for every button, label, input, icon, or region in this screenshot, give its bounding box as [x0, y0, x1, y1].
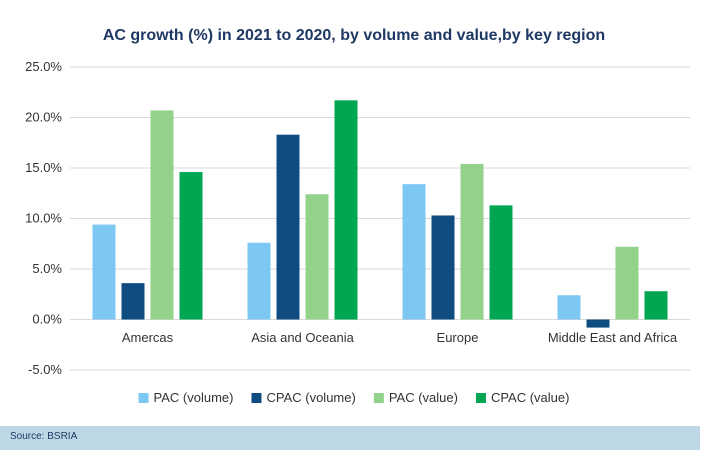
bar-cpac-value-middle-east-and-africa	[644, 291, 668, 320]
legend-item: PAC (volume)	[138, 390, 234, 405]
x-category-label: Amercas	[122, 330, 174, 345]
legend: PAC (volume) CPAC (volume) PAC (value) CPAC…	[138, 390, 570, 405]
chart-title: AC growth (%) in 2021 to 2020, by volume…	[103, 27, 605, 44]
legend-label: PAC (value)	[389, 390, 458, 405]
bar-cpac-volume-europe	[431, 215, 455, 320]
bar-pac-volume-europe	[402, 184, 426, 320]
bar-pac-volume-middle-east-and-africa	[557, 295, 581, 320]
bar-cpac-value-asia-and-oceania	[334, 100, 358, 320]
y-tick-label: 25.0%	[25, 59, 62, 74]
bar-cpac-volume-middle-east-and-africa	[586, 319, 610, 328]
legend-swatch	[138, 393, 149, 403]
legend-swatch	[251, 393, 262, 403]
y-axis-ticks: 25.0% 20.0% 15.0% 10.0% 5.0% 0.0% -5.0%	[25, 59, 62, 377]
legend-swatch	[475, 393, 486, 403]
bar-pac-value-asia-and-oceania	[305, 194, 329, 320]
legend-item: CPAC (volume)	[251, 390, 356, 405]
y-tick-label: 15.0%	[25, 160, 62, 175]
source-text: Source: BSRIA	[10, 431, 78, 442]
legend-label: CPAC (value)	[491, 390, 570, 405]
x-category-label: Middle East and Africa	[548, 330, 678, 345]
bar-cpac-value-europe	[489, 205, 513, 320]
y-tick-label: -5.0%	[28, 362, 62, 377]
bars	[92, 100, 668, 328]
legend-item: PAC (value)	[373, 390, 458, 405]
bar-cpac-volume-asia-and-oceania	[276, 134, 300, 320]
y-tick-label: 20.0%	[25, 110, 62, 125]
legend-label: CPAC (volume)	[266, 390, 355, 405]
legend-label: PAC (volume)	[154, 390, 234, 405]
x-category-label: Asia and Oceania	[251, 330, 354, 345]
bar-pac-value-amercas	[150, 110, 174, 320]
bar-pac-value-europe	[460, 163, 484, 320]
y-tick-label: 0.0%	[32, 312, 62, 327]
x-axis-labels: Amercas Asia and Oceania Europe Middle East…	[122, 330, 678, 345]
bar-cpac-volume-amercas	[121, 283, 145, 320]
y-tick-label: 5.0%	[32, 261, 62, 276]
x-category-label: Europe	[437, 330, 479, 345]
bar-pac-volume-amercas	[92, 224, 116, 320]
y-tick-label: 10.0%	[25, 211, 62, 226]
legend-swatch	[373, 393, 384, 403]
legend-item: CPAC (value)	[475, 390, 570, 405]
bar-cpac-value-amercas	[179, 172, 203, 320]
bar-pac-value-middle-east-and-africa	[615, 246, 639, 320]
bar-pac-volume-asia-and-oceania	[247, 242, 271, 320]
source-bar: Source: BSRIA	[0, 426, 700, 450]
